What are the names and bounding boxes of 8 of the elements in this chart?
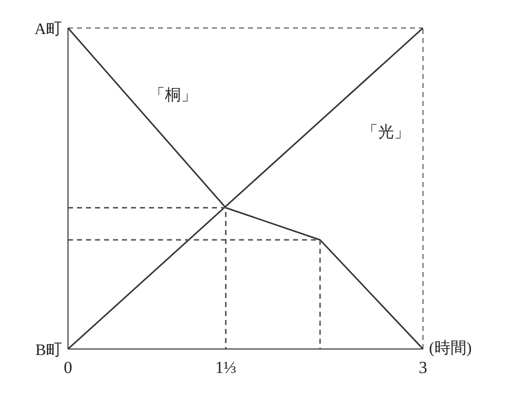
- series-label: 「桐」: [149, 86, 198, 104]
- annotation: A町: [34, 21, 62, 38]
- series-label: 「光」: [362, 123, 410, 142]
- x-tick-label: 1⅓: [215, 358, 237, 377]
- x-tick-label: 0: [64, 358, 72, 377]
- annotation: B町: [35, 342, 62, 359]
- x-axis-title: (時間): [429, 338, 472, 359]
- x-tick-label: 3: [418, 358, 428, 377]
